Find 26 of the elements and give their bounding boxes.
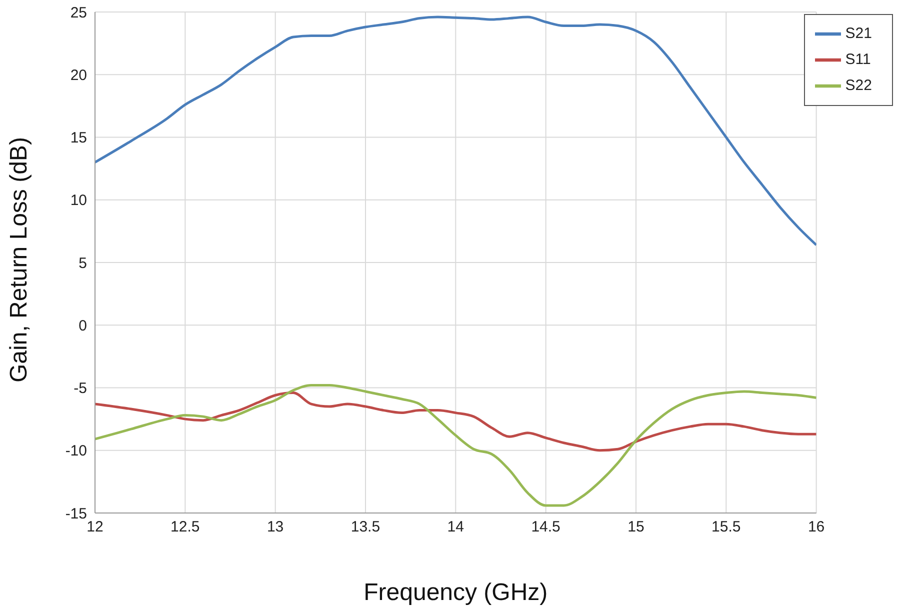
y-tick-label: 5 bbox=[78, 254, 87, 272]
y-tick-label: 0 bbox=[78, 317, 87, 334]
x-tick-label: 15 bbox=[628, 518, 644, 536]
y-tick-label: -5 bbox=[74, 380, 87, 398]
line-series bbox=[95, 16, 816, 246]
x-tick-label: 14.5 bbox=[531, 518, 560, 536]
x-tick-label: 15.5 bbox=[712, 518, 741, 536]
legend-label: S11 bbox=[845, 50, 871, 68]
y-tick-label: -10 bbox=[65, 442, 87, 460]
y-tick-label: 20 bbox=[70, 66, 87, 84]
x-tick-label: 14 bbox=[447, 518, 464, 536]
legend-label: S21 bbox=[845, 24, 872, 42]
x-tick-label: 12.5 bbox=[170, 518, 200, 536]
y-axis-title: Gain, Return Loss (dB) bbox=[6, 137, 33, 382]
y-tick-label: 10 bbox=[70, 192, 87, 210]
x-tick-label: 12 bbox=[86, 518, 104, 536]
x-axis-title: Frequency (GHz) bbox=[364, 579, 548, 606]
y-tick-label: -15 bbox=[65, 505, 87, 522]
x-tick-label: 13.5 bbox=[350, 518, 380, 536]
x-tick-label: 16 bbox=[808, 518, 825, 536]
x-tick-label: 13 bbox=[266, 518, 284, 536]
legend-label: S22 bbox=[845, 76, 872, 94]
y-tick-label: 25 bbox=[70, 4, 87, 22]
line-series bbox=[95, 384, 816, 507]
line-series bbox=[95, 392, 816, 452]
y-tick-label: 15 bbox=[70, 130, 87, 147]
